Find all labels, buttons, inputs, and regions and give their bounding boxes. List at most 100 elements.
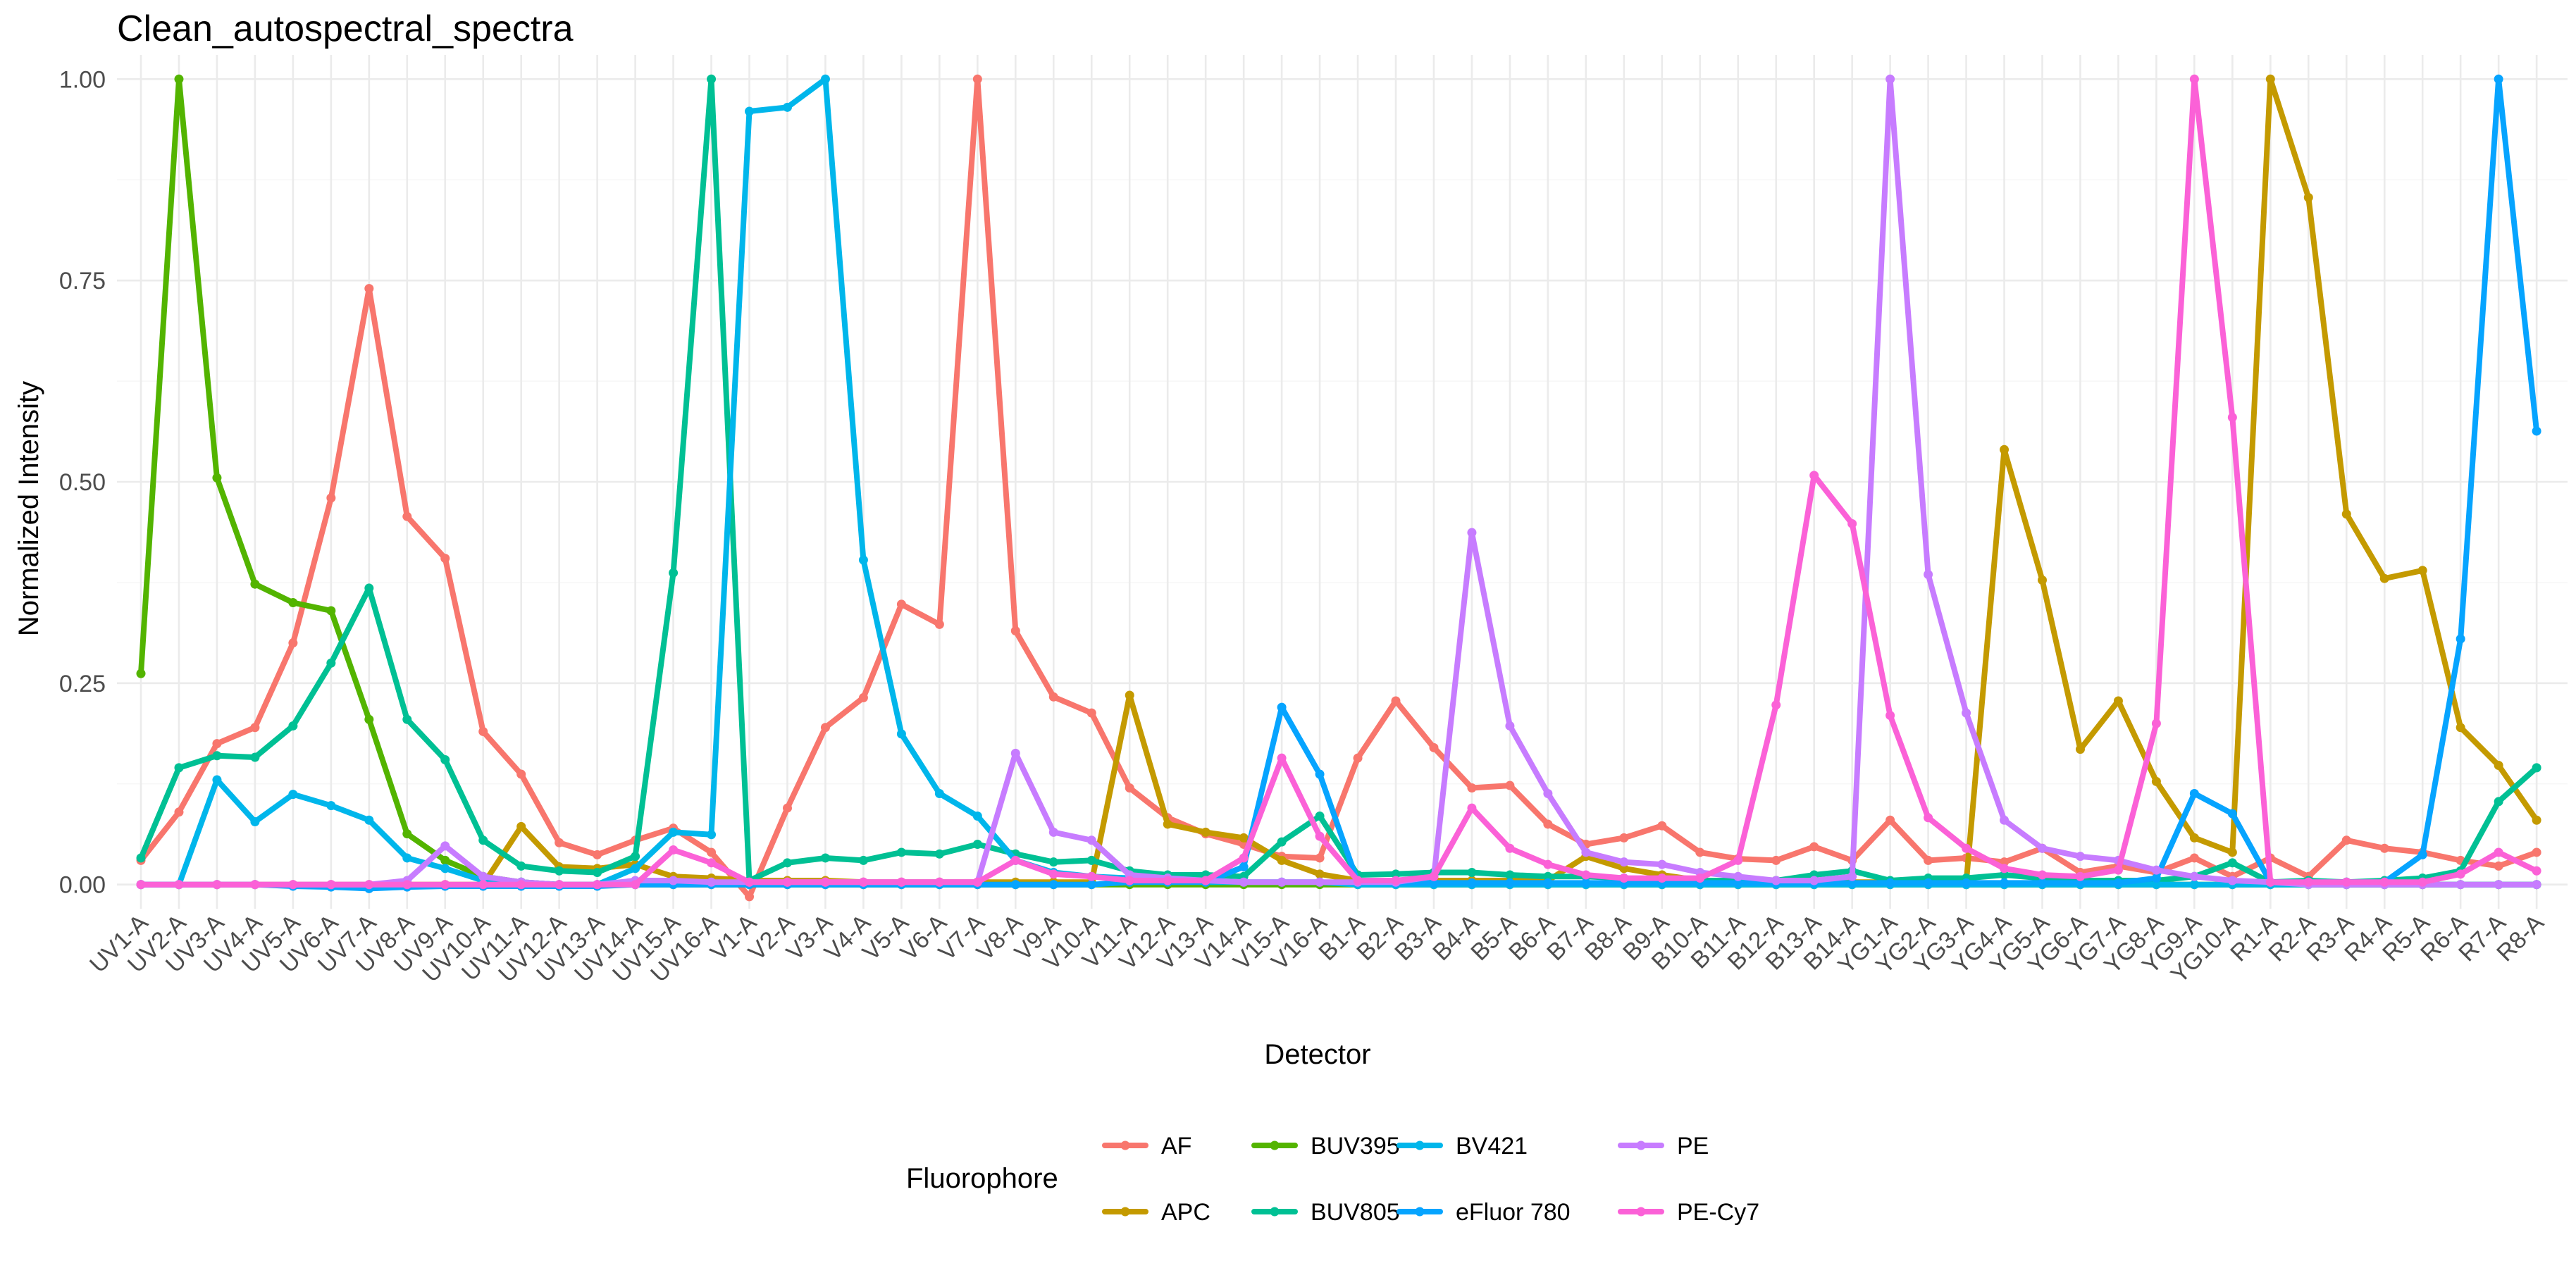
data-point	[2303, 192, 2313, 202]
data-point	[2341, 509, 2351, 519]
data-point	[136, 669, 146, 678]
data-point	[1962, 878, 1971, 888]
data-point	[1809, 842, 1819, 852]
data-point	[593, 880, 602, 890]
data-point	[1924, 813, 1933, 823]
series-line	[138, 76, 2540, 888]
data-point	[2000, 445, 2010, 454]
data-point	[782, 803, 792, 813]
data-point	[1315, 812, 1325, 821]
data-point	[1924, 855, 1933, 865]
data-point	[707, 877, 717, 887]
data-point	[934, 849, 944, 859]
data-point	[1962, 843, 1971, 853]
data-point	[1847, 878, 1857, 888]
legend-label: APC	[1161, 1199, 1210, 1226]
data-point	[745, 877, 755, 887]
legend-key-point	[1636, 1140, 1646, 1150]
data-point	[896, 847, 906, 857]
data-point	[440, 864, 450, 874]
data-point	[1733, 855, 1743, 865]
series-efluor-780	[136, 74, 2541, 893]
data-point	[2265, 74, 2275, 84]
data-point	[593, 868, 602, 878]
data-point	[402, 511, 412, 521]
data-point	[2113, 878, 2123, 888]
data-point	[440, 841, 450, 851]
data-point	[1467, 878, 1477, 888]
data-point	[326, 493, 336, 503]
data-point	[478, 880, 488, 890]
series-af	[136, 74, 2541, 902]
data-point	[2341, 835, 2351, 845]
data-point	[174, 880, 184, 890]
data-point	[1885, 815, 1895, 825]
data-point	[1239, 833, 1249, 843]
data-point	[1315, 769, 1325, 779]
data-point	[1086, 880, 1096, 890]
legend-title: Fluorophore	[906, 1163, 1058, 1194]
x-axis-title: Detector	[1264, 1039, 1370, 1070]
data-point	[1391, 869, 1401, 879]
data-point	[745, 106, 755, 116]
data-point	[1429, 871, 1439, 881]
data-point	[1277, 855, 1287, 865]
y-tick-label: 0.50	[59, 469, 106, 496]
data-point	[212, 739, 222, 749]
data-point	[1010, 880, 1020, 890]
data-point	[1086, 835, 1096, 845]
data-point	[1429, 742, 1439, 752]
legend-label: BUV395	[1311, 1133, 1400, 1160]
data-point	[2456, 634, 2465, 644]
data-point	[478, 726, 488, 736]
data-point	[1201, 876, 1210, 885]
data-point	[1543, 819, 1553, 829]
data-point	[555, 866, 564, 876]
data-point	[1505, 870, 1515, 880]
data-point	[2000, 815, 2010, 825]
data-point	[2038, 870, 2047, 880]
data-point	[440, 855, 450, 865]
data-point	[1163, 876, 1172, 885]
data-point	[1315, 831, 1325, 841]
data-point	[1467, 528, 1477, 537]
data-point	[1885, 878, 1895, 888]
data-point	[2038, 575, 2047, 585]
data-point	[669, 827, 679, 837]
data-point	[212, 775, 222, 785]
legend-label: BUV805	[1311, 1199, 1400, 1226]
data-point	[1847, 871, 1857, 881]
data-point	[402, 714, 412, 724]
data-point	[288, 790, 298, 800]
data-point	[2227, 858, 2237, 868]
y-tick-label: 0.25	[59, 671, 106, 697]
grid-lines	[117, 55, 2568, 909]
data-point	[1543, 878, 1553, 888]
data-point	[1885, 74, 1895, 84]
legend-label: AF	[1161, 1133, 1191, 1160]
data-point	[2494, 74, 2503, 84]
data-point	[934, 619, 944, 629]
data-point	[972, 877, 982, 887]
data-point	[2227, 876, 2237, 885]
data-point	[555, 880, 564, 890]
legend-key: BUV395	[1251, 1133, 1400, 1160]
data-point	[136, 880, 146, 890]
data-point	[2494, 847, 2503, 857]
data-point	[1239, 877, 1249, 887]
data-point	[1657, 874, 1667, 883]
data-point	[1771, 876, 1781, 885]
data-point	[2038, 878, 2047, 888]
series-buv805	[136, 74, 2541, 887]
data-point	[820, 853, 830, 863]
y-tick-label: 1.00	[59, 66, 106, 93]
data-point	[669, 568, 679, 578]
data-point	[2189, 788, 2199, 798]
data-point	[2417, 850, 2427, 859]
y-axis-ticks: 0.00 0.25 0.50 0.75 1.00	[59, 66, 106, 898]
data-point	[516, 861, 526, 871]
data-point	[2456, 869, 2465, 879]
data-point	[1010, 626, 1020, 636]
data-point	[288, 880, 298, 890]
data-point	[2000, 878, 2010, 888]
